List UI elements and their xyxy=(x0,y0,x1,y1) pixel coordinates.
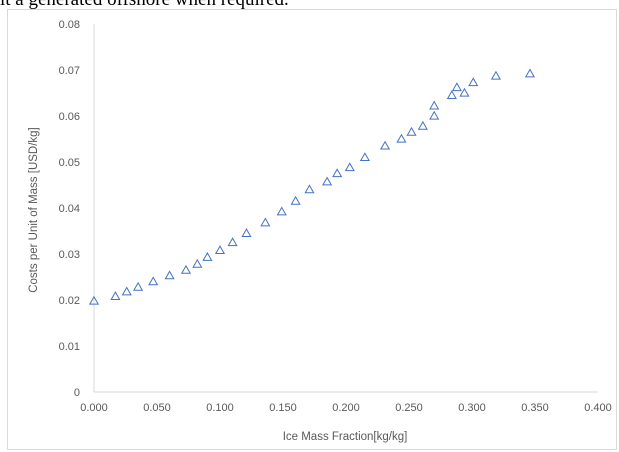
data-point-marker xyxy=(459,87,470,97)
data-point-marker xyxy=(396,133,407,143)
data-point-marker xyxy=(344,162,355,172)
data-points xyxy=(88,68,536,305)
data-point-marker xyxy=(379,140,391,150)
x-tick-label: 0.050 xyxy=(143,402,171,414)
tick-labels: 0.000 0.050 0.100 0.150 0.200 0.250 0.300 0.350… xyxy=(59,19,612,414)
y-tick-label: 0.03 xyxy=(59,249,80,261)
y-axis-title: Costs per Unit of Mass [USD/kg] xyxy=(28,127,40,293)
data-point-marker xyxy=(359,152,370,162)
y-tick-label: 0.07 xyxy=(59,65,80,77)
x-tick-label: 0.000 xyxy=(80,402,108,414)
y-tick-label: 0.04 xyxy=(59,203,80,215)
data-point-marker xyxy=(304,184,315,194)
data-point-marker xyxy=(451,82,462,92)
x-axis-title: Ice Mass Fraction[kg/kg] xyxy=(283,431,408,443)
data-point-marker xyxy=(429,100,440,110)
data-point-marker xyxy=(164,270,175,280)
data-point-marker xyxy=(524,68,536,78)
data-point-marker xyxy=(490,70,502,80)
axes xyxy=(93,24,598,393)
data-point-marker xyxy=(148,276,159,286)
data-point-marker xyxy=(227,237,238,247)
chart-area xyxy=(7,9,617,450)
data-point-marker xyxy=(133,281,144,291)
x-tick-label: 0.300 xyxy=(458,402,486,414)
data-point-marker xyxy=(241,228,252,237)
y-tick-label: 0.08 xyxy=(59,19,80,31)
x-tick-label: 0.350 xyxy=(521,402,549,414)
data-point-marker xyxy=(88,295,100,305)
y-tick-label: 0 xyxy=(74,387,80,399)
data-point-marker xyxy=(276,206,287,216)
x-tick-label: 0.200 xyxy=(332,402,360,414)
data-point-marker xyxy=(290,195,301,205)
x-tick-label: 0.150 xyxy=(269,402,297,414)
data-point-marker xyxy=(332,168,343,178)
data-point-marker xyxy=(110,291,121,300)
data-point-marker xyxy=(202,252,213,261)
y-tick-label: 0.02 xyxy=(59,295,80,307)
y-tick-label: 0.06 xyxy=(59,111,80,123)
data-point-marker xyxy=(322,176,333,186)
data-point-marker xyxy=(260,217,271,227)
data-point-marker xyxy=(121,286,132,296)
x-tick-label: 0.100 xyxy=(206,402,234,414)
x-tick-label: 0.250 xyxy=(395,402,423,414)
y-tick-label: 0.01 xyxy=(59,341,80,353)
data-point-marker xyxy=(468,77,479,87)
data-point-marker xyxy=(192,258,203,268)
body-text-fragment: it a generated offshore when required. xyxy=(0,0,289,11)
data-point-marker xyxy=(429,110,440,120)
data-point-marker xyxy=(417,120,428,130)
data-point-marker xyxy=(214,245,226,254)
data-point-marker xyxy=(180,264,192,274)
data-point-marker xyxy=(406,126,417,136)
x-tick-label: 0.400 xyxy=(584,402,612,414)
data-point-marker xyxy=(446,90,457,99)
y-tick-label: 0.05 xyxy=(59,157,80,169)
